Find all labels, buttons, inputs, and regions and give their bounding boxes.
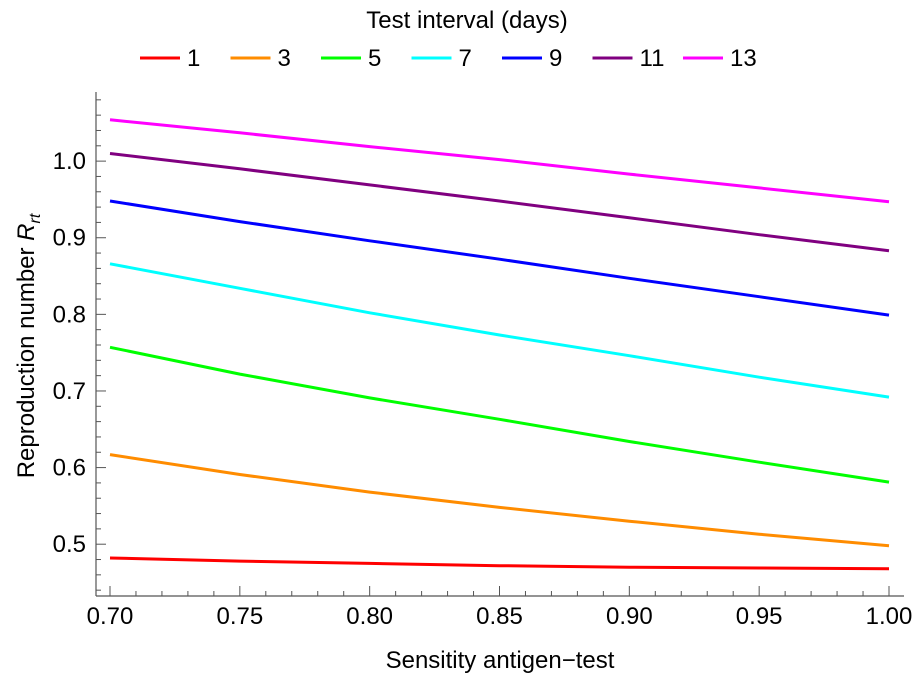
axes: 0.70 0.75 0.80 0.85 0.90 0.95 1.00 0.5 0.6 0.7 0.8… (53, 92, 913, 630)
x-axis-label: Sensitity antigen−test (386, 647, 615, 674)
x-tick-label: 1.00 (866, 603, 913, 630)
legend-label-13: 13 (730, 45, 757, 72)
series-lines (109, 118, 890, 571)
legend: 1 3 5 7 9 11 13 (140, 45, 757, 72)
series-line-1 (109, 556, 890, 571)
x-tick-label: 0.80 (346, 603, 393, 630)
legend-label-7: 7 (459, 45, 472, 72)
y-axis-label: Reproduction number Rrt (13, 213, 44, 478)
y-tick-label: 0.7 (53, 378, 86, 405)
x-tick-label: 0.75 (216, 603, 263, 630)
x-tick-label: 0.70 (87, 603, 134, 630)
x-tick-label: 0.85 (476, 603, 523, 630)
y-axis-label-symbol: R (13, 223, 40, 240)
series-line-5 (109, 345, 890, 484)
legend-label-5: 5 (368, 45, 381, 72)
x-tick-label: 0.95 (736, 603, 783, 630)
y-tick-label: 0.5 (53, 531, 86, 558)
series-line-3 (109, 453, 890, 548)
legend-title: Test interval (days) (366, 7, 567, 34)
y-tick-label: 0.8 (53, 301, 86, 328)
legend-label-11: 11 (640, 45, 665, 72)
y-tick-label: 0.9 (53, 225, 86, 252)
legend-label-1: 1 (187, 45, 200, 72)
series-line-9 (109, 199, 890, 317)
legend-label-9: 9 (549, 45, 562, 72)
legend-label-3: 3 (278, 45, 291, 72)
series-line-7 (109, 262, 890, 399)
series-line-11 (109, 152, 890, 253)
y-axis-label-subscript: rt (27, 213, 44, 223)
y-tick-label: 1.0 (53, 148, 86, 175)
y-tick-label: 0.6 (53, 455, 86, 482)
x-tick-label: 0.90 (606, 603, 653, 630)
y-axis-label-main: Reproduction number (13, 241, 40, 478)
series-line-13 (109, 118, 890, 204)
